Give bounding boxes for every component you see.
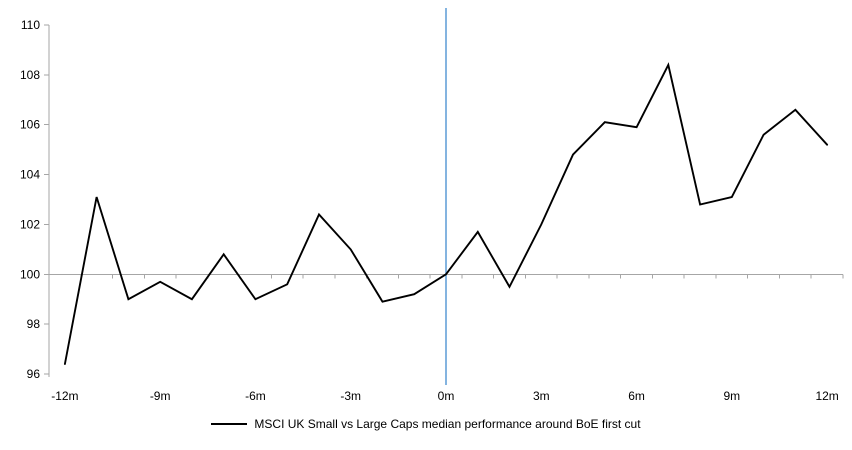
x-tick-label: 3m [533,389,550,403]
x-tick-label: -3m [340,389,361,403]
y-tick-label: 96 [27,367,41,381]
legend-label: MSCI UK Small vs Large Caps median perfo… [254,417,641,431]
y-tick-label: 104 [20,168,40,182]
y-tick-label: 110 [21,18,40,32]
y-tick-label: 98 [27,317,41,331]
chart-canvas: 96 98 100 102 104 106 108 110 -12m -9m -6m -3m 0m 3m 6… [20,8,844,403]
y-tick-label: 102 [20,217,40,231]
y-tick-label: 106 [20,118,40,132]
x-tick-label: 6m [628,389,645,403]
legend: MSCI UK Small vs Large Caps median perfo… [0,417,852,431]
x-tick-label: -12m [51,389,78,403]
x-tick-label: -6m [245,389,266,403]
x-tick-label: 0m [438,389,455,403]
series-line [63,62,829,365]
y-tick-label: 100 [20,267,40,281]
legend-line-marker [211,423,248,425]
x-tick-label: 9m [724,389,741,403]
x-tick-label: 12m [815,389,838,403]
x-tick-label: -9m [150,389,171,403]
y-tick-label: 108 [20,68,40,82]
